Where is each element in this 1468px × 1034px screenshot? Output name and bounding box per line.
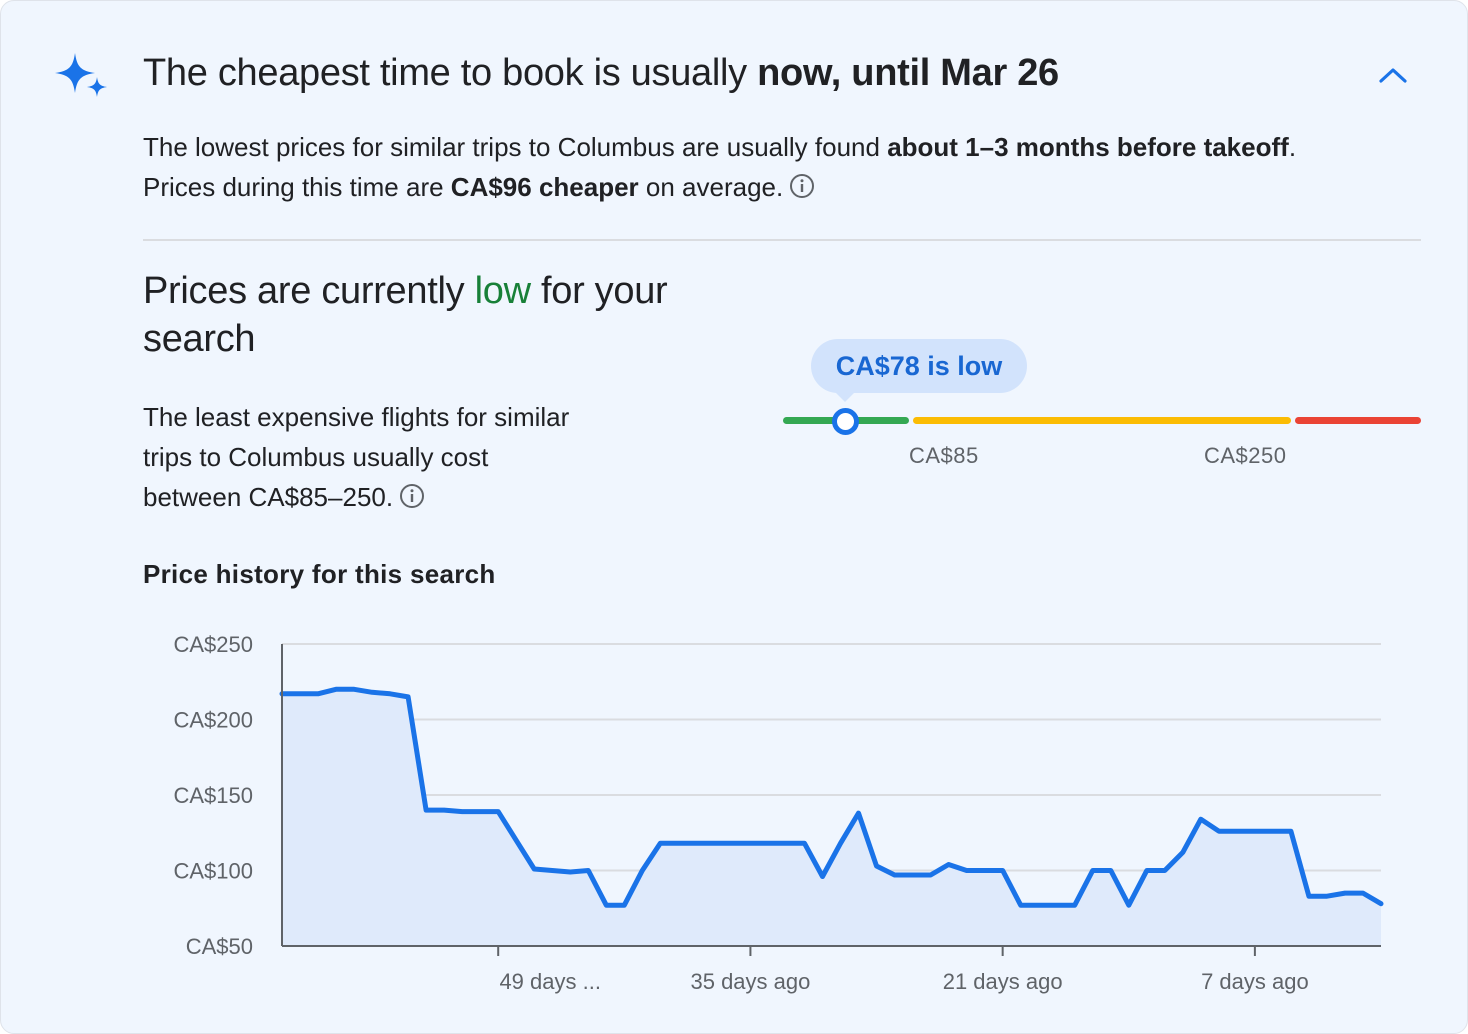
headline-bold: now, until Mar 26 (757, 52, 1059, 94)
y-tick-label: CA$200 (173, 708, 253, 733)
summary-text-1: The lowest prices for similar trips to C… (143, 132, 888, 162)
gauge-high-threshold-label: CA$250 (1204, 443, 1287, 468)
price-line (279, 686, 1384, 908)
price-status-heading: Prices are currently low for your search (143, 267, 703, 363)
gauge-typical-segment (913, 417, 1291, 424)
section-divider (143, 239, 1421, 241)
y-tick-label: CA$50 (186, 934, 253, 959)
insight-headline: The cheapest time to book is usually now… (143, 49, 1059, 97)
status-title-prefix: Prices are currently (143, 270, 475, 312)
y-tick-label: CA$250 (173, 632, 253, 657)
summary-text-2: . Prices during this time are (143, 132, 1297, 202)
summary-bold-2: CA$96 cheaper (450, 172, 639, 202)
summary-bold-1: about 1–3 months before takeoff (887, 132, 1289, 162)
y-tick-label: CA$100 (173, 859, 253, 884)
chart-axes (281, 644, 1381, 956)
price-area-fill (282, 689, 1381, 946)
info-icon[interactable] (399, 483, 425, 509)
current-price-marker (832, 408, 859, 435)
info-icon[interactable] (789, 173, 815, 199)
gauge-low-threshold-label: CA$85 (909, 443, 979, 468)
gauge-high-segment (1295, 417, 1421, 424)
status-description-text: The least expensive flights for similar … (143, 402, 570, 512)
status-title-suffix: for your search (143, 270, 668, 360)
chart-title: Price history for this search (143, 559, 496, 589)
sparkle-icon (55, 53, 107, 97)
price-level-label: low (474, 270, 531, 312)
chart-tick-labels: CA$50 CA$100 CA$150 CA$200 CA$250 49 days ...… (173, 632, 1308, 994)
x-tick-label: 49 days ... (499, 969, 601, 994)
chevron-up-icon (1379, 68, 1407, 83)
bubble-pointer (835, 392, 855, 402)
x-tick-label: 21 days ago (943, 969, 1063, 994)
y-tick-label: CA$150 (173, 783, 253, 808)
current-price-bubble: CA$78 is low (811, 339, 1027, 393)
x-tick-label: 7 days ago (1201, 969, 1309, 994)
summary-text-3: on average. (638, 172, 784, 202)
price-range-description: The least expensive flights for similar … (143, 397, 593, 517)
x-tick-label: 35 days ago (690, 969, 810, 994)
booking-summary: The lowest prices for similar trips to C… (143, 127, 1343, 207)
collapse-button[interactable] (1371, 55, 1415, 95)
headline-prefix: The cheapest time to book is usually (143, 52, 758, 94)
